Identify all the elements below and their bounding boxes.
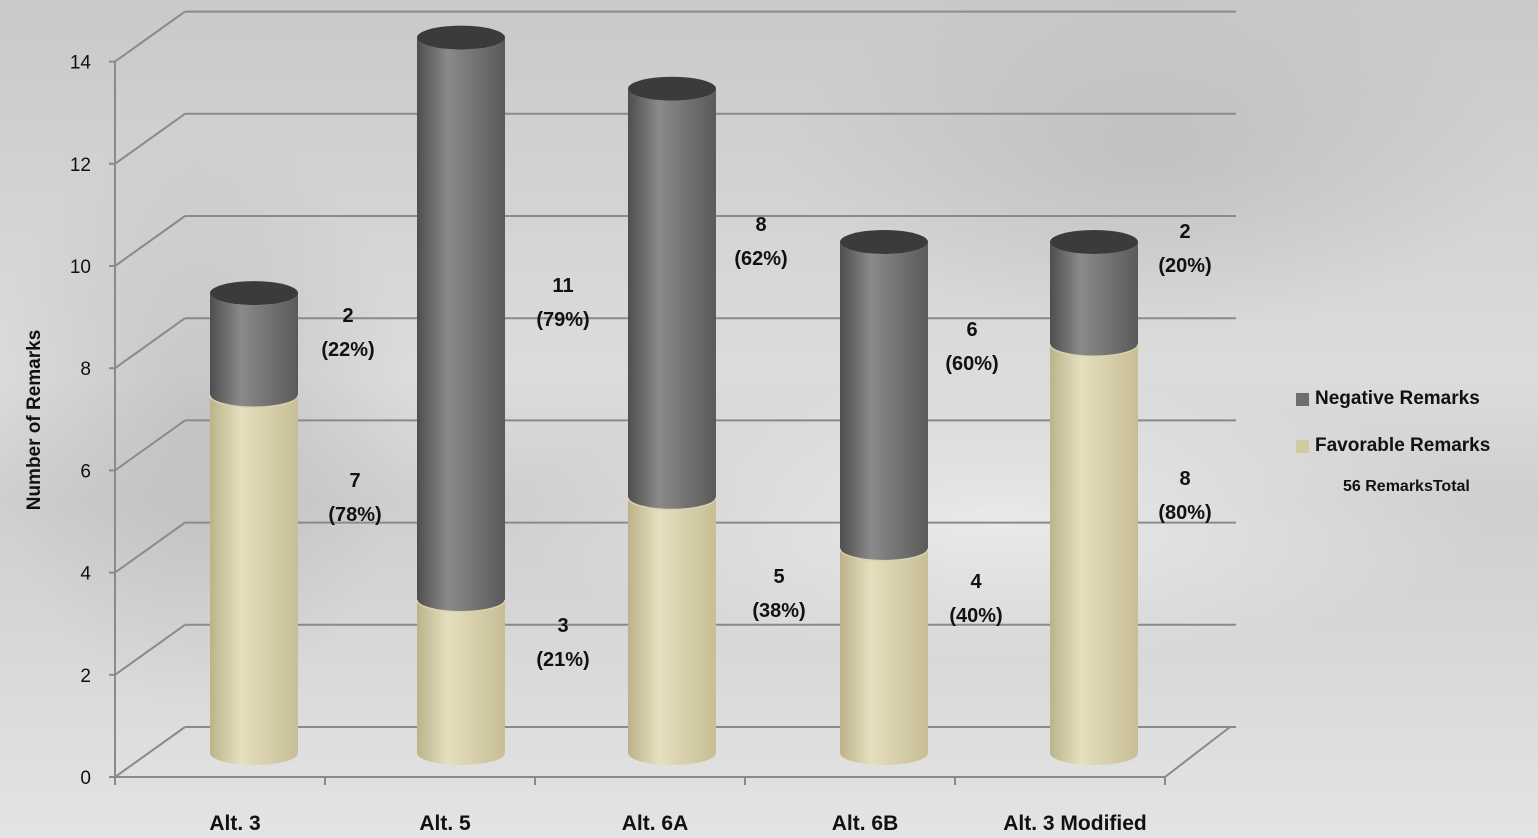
data-label-negative: 8 <box>755 214 766 236</box>
data-label-favorable: (21%) <box>536 649 589 671</box>
bar-favorable <box>210 395 298 765</box>
category-label: Alt. 3 Modified <box>1003 812 1147 835</box>
y-tick-label: 2 <box>80 666 91 687</box>
y-tick-label: 6 <box>80 461 91 482</box>
bar-segment-edge <box>1049 344 1139 357</box>
bar-segment-edge <box>839 548 929 562</box>
category-label: Alt. 6A <box>622 812 689 835</box>
legend-swatch-favorable <box>1296 439 1309 453</box>
bar-negative <box>417 37 505 612</box>
legend-label-favorable: Favorable Remarks <box>1315 435 1491 456</box>
gridline-diagonal <box>114 623 186 676</box>
legend: Negative Remarks Favorable Remarks 56 Re… <box>1296 384 1532 496</box>
y-tick-label: 12 <box>70 155 91 176</box>
data-label-favorable: (80%) <box>1158 502 1211 524</box>
bar-negative <box>210 293 298 408</box>
data-labels: 7 (78%) 3 (21%) 5 (38%) 4 (40%) 8 (80%) 2 (22%) 11 (7… <box>321 214 1211 671</box>
legend-total-note: 56 RemarksTotal <box>1343 478 1470 495</box>
data-label-favorable: 8 <box>1179 468 1190 490</box>
floor-right-edge <box>1164 726 1231 778</box>
y-tick-label: 0 <box>80 768 91 789</box>
data-label-negative: 6 <box>966 319 977 341</box>
bar-favorable <box>417 599 505 765</box>
data-label-negative: 2 <box>1179 221 1190 243</box>
y-tick-label: 8 <box>80 359 91 380</box>
bars <box>209 25 1139 765</box>
data-label-negative: 2 <box>342 305 353 327</box>
bar-top-cap <box>840 230 928 254</box>
bar-segment-edge <box>416 599 506 613</box>
y-tick-label: 4 <box>80 564 91 585</box>
data-label-favorable: (38%) <box>752 600 805 622</box>
data-label-negative: 11 <box>552 275 573 297</box>
gridline-diagonal <box>114 10 186 63</box>
bar-segment-edge <box>627 497 717 511</box>
gridline-diagonal <box>114 419 186 472</box>
bar-top-cap <box>210 281 298 306</box>
data-label-favorable: 3 <box>557 615 568 637</box>
y-axis-title: Number of Remarks <box>24 330 45 511</box>
data-label-negative: (22%) <box>321 339 374 361</box>
bar-top-cap <box>417 25 505 50</box>
data-label-negative: (20%) <box>1158 255 1211 277</box>
data-label-negative: (79%) <box>536 309 589 331</box>
legend-item-favorable: Favorable Remarks <box>1296 431 1532 461</box>
gridline-diagonal <box>114 521 186 574</box>
data-label-favorable: 5 <box>773 566 784 588</box>
legend-label-negative: Negative Remarks <box>1315 388 1480 409</box>
gridline-diagonal <box>114 215 186 267</box>
data-label-favorable: 7 <box>349 470 360 492</box>
gridline-diagonal <box>114 317 186 370</box>
category-label: Alt. 5 <box>419 812 471 835</box>
data-label-favorable: (40%) <box>949 605 1002 627</box>
bar-favorable <box>840 548 928 765</box>
data-label-favorable: 4 <box>970 571 982 593</box>
category-label: Alt. 3 <box>209 812 260 835</box>
bar-favorable <box>1050 344 1138 765</box>
y-tick-label: 14 <box>70 53 92 74</box>
bar-negative <box>1050 242 1138 357</box>
bar-segment-edge <box>209 395 299 409</box>
axes: 0 2 4 6 8 10 12 14 Alt. 3 Alt. 5 Alt. 6A Alt. 6B Alt… <box>70 53 1166 835</box>
category-label: Alt. 6B <box>832 812 899 835</box>
legend-item-negative: Negative Remarks <box>1296 384 1532 414</box>
bar-top-cap <box>1050 230 1138 254</box>
y-tick-label: 10 <box>70 257 91 278</box>
bar-favorable <box>628 497 716 765</box>
data-label-negative: (60%) <box>945 353 998 375</box>
bar-top-cap <box>628 76 716 101</box>
legend-swatch-negative <box>1296 392 1309 406</box>
data-label-negative: (62%) <box>734 248 787 270</box>
bar-negative <box>628 88 716 510</box>
gridline-diagonal <box>114 726 186 778</box>
gridline-diagonal <box>114 112 186 165</box>
bar-negative <box>840 242 928 561</box>
data-label-favorable: (78%) <box>328 504 381 526</box>
